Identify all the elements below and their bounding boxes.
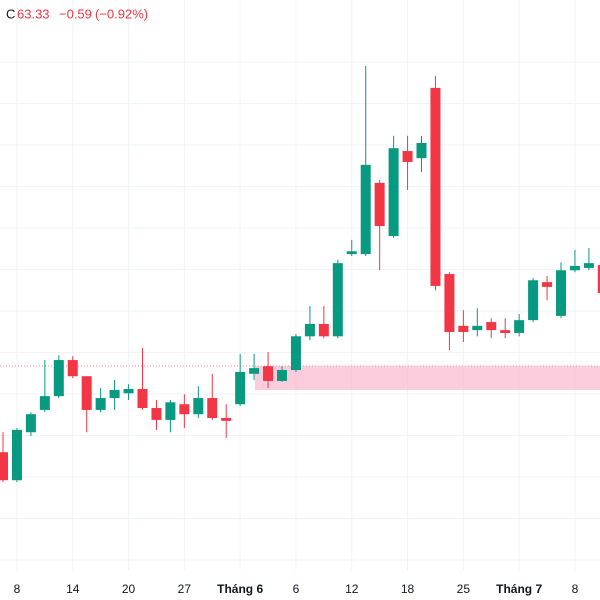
candle-body (165, 402, 176, 420)
candle-body (597, 265, 600, 294)
candle-body (416, 142, 427, 159)
x-tick-label: 6 (293, 582, 300, 596)
candle-body (193, 398, 204, 415)
candles (0, 66, 600, 483)
candle-body (346, 251, 357, 255)
candle-body (528, 280, 539, 321)
candle-body (221, 418, 232, 421)
candle-body (0, 452, 8, 481)
header-close: 63.33 (17, 6, 50, 21)
candle-body (95, 398, 106, 410)
x-tick-label: Tháng 7 (496, 582, 542, 596)
candle-body (290, 336, 301, 371)
x-axis: 8 14 20 27 Tháng 6 6 12 18 25 Tháng 7 8 (14, 582, 579, 596)
candle-body (402, 151, 413, 162)
header-change-percent: (−0.92%) (95, 6, 148, 21)
x-tick-label: 12 (345, 582, 359, 596)
candle-body (123, 389, 134, 394)
candle-body (207, 398, 218, 418)
candle-body (137, 389, 148, 409)
candle-body (277, 370, 287, 381)
candle-body (444, 274, 455, 333)
candle-body (318, 323, 329, 337)
zone (255, 366, 600, 390)
candle-body (569, 266, 580, 271)
candle-body (360, 164, 371, 255)
candle-body (11, 429, 22, 481)
candle-body (486, 322, 497, 331)
candle-body (514, 320, 525, 333)
x-tick-label: 8 (572, 582, 579, 596)
header-change: −0.59 (59, 6, 92, 21)
candle-body (556, 270, 566, 316)
candle-body (235, 371, 246, 405)
candle-body (583, 263, 594, 268)
candle-body (109, 389, 120, 399)
x-tick-label: 8 (14, 582, 21, 596)
candle-body (458, 325, 469, 333)
candle-body (151, 408, 162, 420)
candle-body (81, 376, 92, 410)
candle-body (374, 182, 385, 227)
candle-body (249, 368, 260, 374)
candle-body (39, 396, 50, 410)
x-tick-label: 18 (401, 582, 415, 596)
candle-body (53, 360, 64, 397)
x-tick-label: 14 (66, 582, 80, 596)
candle-body (179, 404, 190, 415)
candle-body (472, 325, 483, 331)
x-tick-label: 25 (457, 582, 471, 596)
candle-body (388, 148, 399, 237)
x-tick-label: 20 (122, 582, 136, 596)
candle-body (25, 414, 36, 433)
grid (0, 0, 600, 570)
candle-body (500, 330, 511, 333)
candle-body (304, 323, 315, 337)
candle-body (67, 360, 78, 377)
candle-body (332, 263, 343, 337)
candle-body (263, 366, 274, 381)
x-tick-label: 27 (178, 582, 192, 596)
header-close-label: C (6, 6, 15, 21)
candle-body (542, 282, 553, 287)
x-tick-label: Tháng 6 (217, 582, 263, 596)
candle-body (430, 87, 441, 286)
